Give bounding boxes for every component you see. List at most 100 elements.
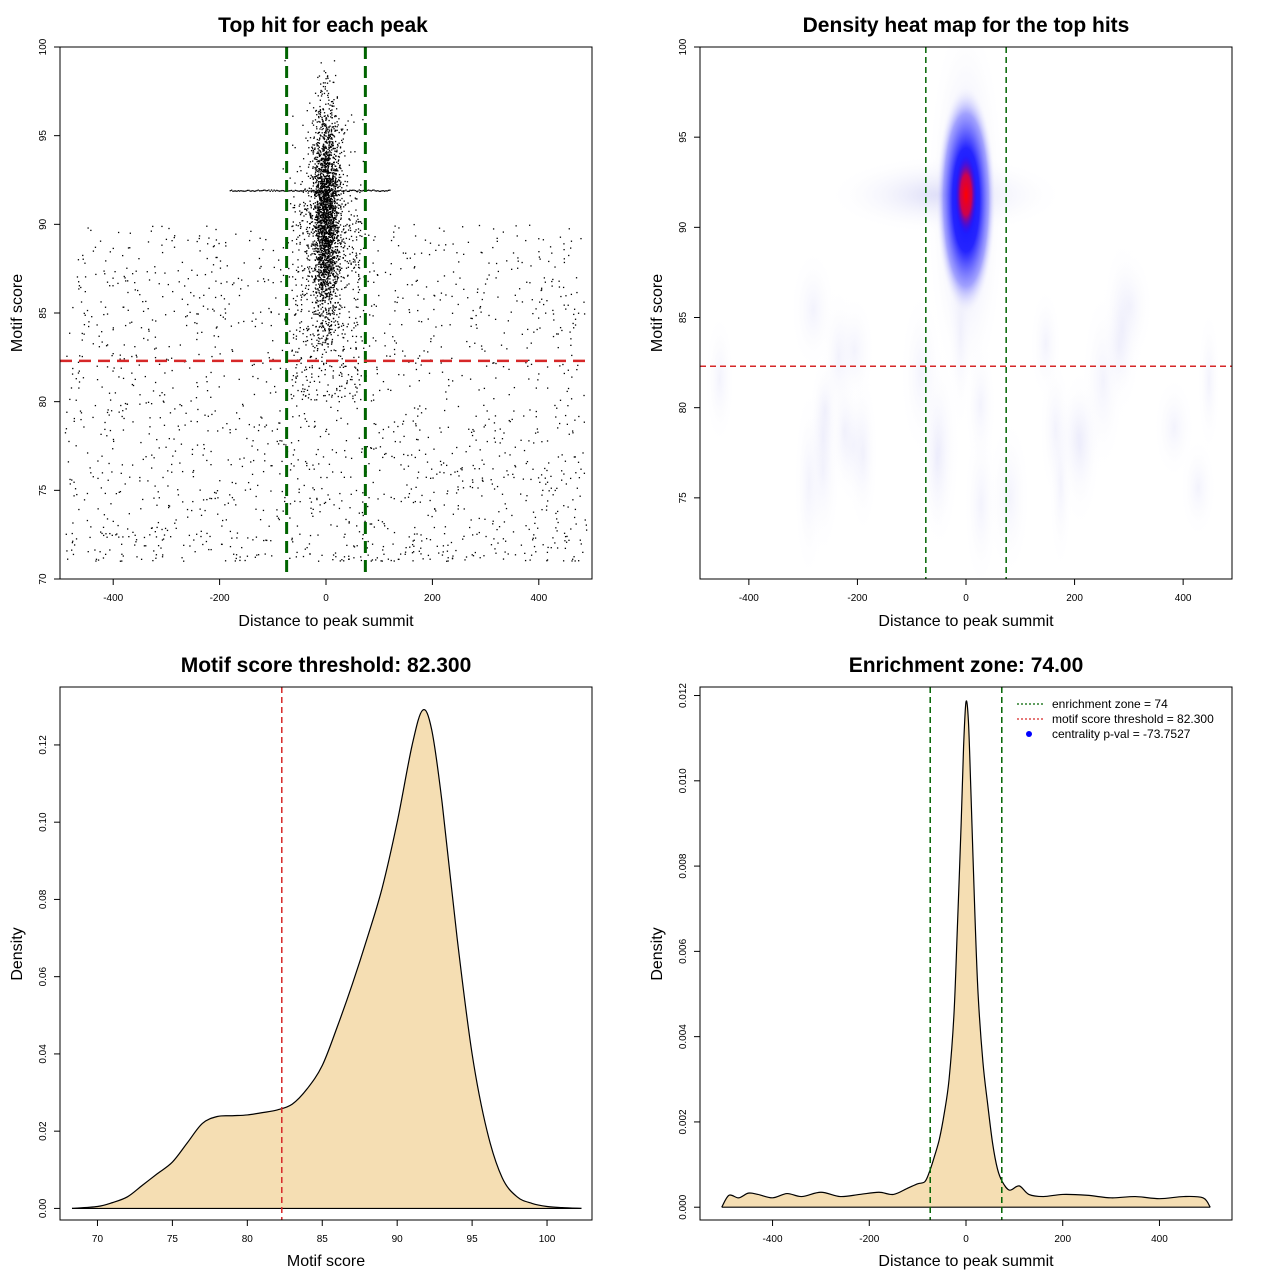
scatter-point [318,75,321,77]
scatter-point [147,401,150,403]
scatter-point [296,375,299,377]
scatter-point [526,281,528,283]
scatter-point [312,151,315,153]
scatter-point [322,240,324,243]
scatter-point [90,229,92,232]
scatter-point [358,437,360,439]
scatter-point [337,265,339,267]
scatter-point [332,554,335,556]
scatter-point [194,322,196,324]
scatter-point [417,439,419,441]
scatter-point [330,196,332,198]
scatter-point [424,239,427,241]
scatter-point [323,202,325,205]
scatter-point [355,190,358,192]
scatter-point [321,178,323,180]
scatter-point [325,132,327,134]
scatter-point [346,260,348,263]
scatter-point [323,502,326,505]
scatter-point [128,513,130,515]
scatter-point [328,200,331,202]
scatter-point [326,293,328,295]
scatter-point [418,449,421,451]
scatter-point [331,231,333,234]
scatter-point [74,488,77,490]
scatter-point [304,293,306,296]
scatter-point [334,192,336,195]
scatter-point [333,233,336,235]
scatter-point [341,197,343,200]
scatter-point [325,135,327,137]
scatter-point [331,169,333,172]
scatter-point [333,312,335,314]
scatter-point [115,493,118,495]
scatter-point [211,271,213,273]
scatter-point [328,195,330,197]
scatter-point [321,235,324,237]
scatter-point [99,240,102,242]
scatter-point [332,218,334,221]
scatter-point [427,351,429,353]
scatter-point [329,135,331,138]
scatter-point [558,286,561,288]
scatter-point [574,560,576,562]
scatter-point [179,403,181,406]
scatter-point [331,172,334,175]
scatter-point [341,500,343,502]
scatter-point [261,417,263,419]
scatter-point [239,556,241,558]
scatter-point [315,170,317,172]
scatter-point [524,559,527,562]
scatter-point [351,376,353,378]
scatter-point [102,526,105,529]
scatter-point [327,334,329,336]
scatter-point [561,470,563,472]
scatter-point [330,293,332,296]
scatter-point [327,148,329,151]
scatter-point [329,145,332,147]
scatter-point [157,545,160,547]
scatter-point [429,499,431,502]
scatter-point [525,362,527,364]
scatter-point [357,221,360,223]
scatter-point [224,504,226,506]
scatter-point [322,120,324,122]
scatter-point [308,310,310,312]
scatter-point [271,465,273,467]
scatter-point [208,548,210,551]
scatter-point [321,306,324,308]
scatter-point [324,272,326,274]
scatter-point [346,181,349,183]
scatter-point [335,115,337,117]
scatter-point [282,168,284,170]
scatter-point [359,383,361,386]
scatter-point [334,74,337,77]
scatter-point [555,416,557,418]
scatter-point [316,222,318,224]
distance-density-x-tick-label: 0 [963,1234,969,1245]
scatter-point [236,412,238,414]
scatter-point [325,250,327,252]
scatter-point [329,247,332,249]
scatter-point [117,524,119,527]
scatter-point [307,325,309,328]
scatter-point [320,251,322,254]
scatter-point [332,184,334,186]
scatter-point [330,343,333,345]
scatter-point [310,205,312,207]
scatter-point [353,215,355,217]
scatter-point [238,418,241,420]
scatter-point [332,306,334,308]
scatter-point [335,251,337,253]
scatter-point [325,183,327,186]
scatter-point [383,190,386,192]
scatter-point [557,346,559,349]
scatter-point [80,286,82,289]
scatter-point [355,306,358,308]
scatter-point [265,424,268,426]
scatter-point [125,408,127,410]
scatter-point [313,136,315,138]
scatter-point [335,271,337,273]
scatter-point [222,519,224,522]
scatter-point [118,536,120,538]
